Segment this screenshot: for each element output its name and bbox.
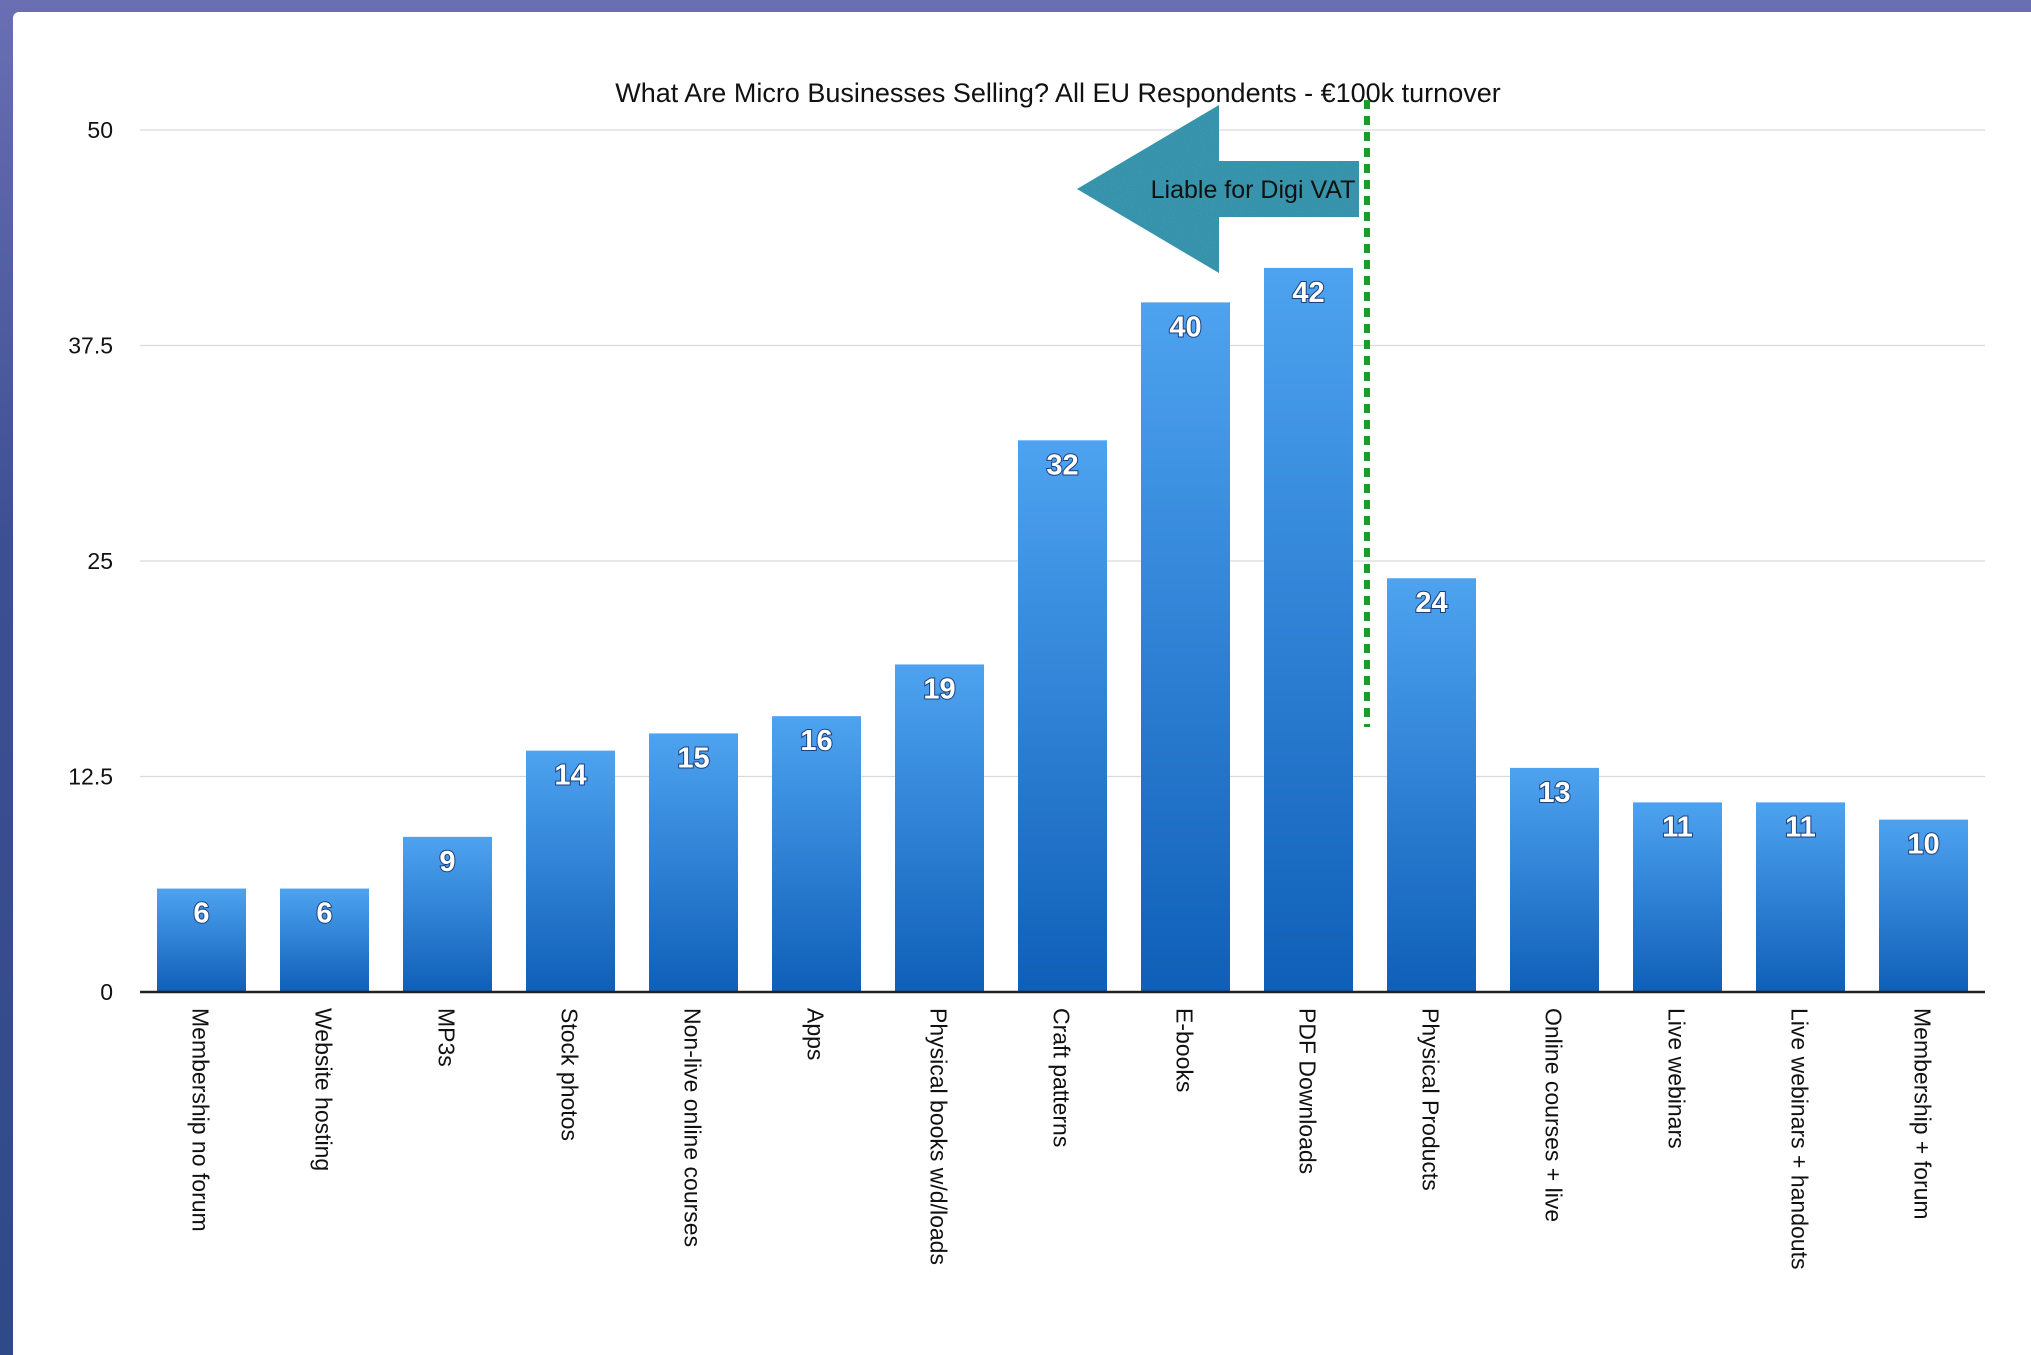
y-tick-label: 25 — [87, 548, 113, 574]
arrow-annotation-label: Liable for Digi VAT — [1151, 176, 1356, 204]
bar — [649, 733, 738, 992]
bar-chart: What Are Micro Businesses Selling? All E… — [68, 78, 1985, 1269]
bar — [1510, 767, 1599, 992]
bar-value-label: 40 — [1169, 311, 1201, 343]
bar-value-label: 9 — [439, 846, 455, 878]
bar-value-label: 24 — [1415, 587, 1447, 619]
x-tick-label: Stock photos — [557, 1008, 583, 1141]
liable-arrow: Liable for Digi VAT — [1077, 105, 1359, 273]
bar-value-label: 15 — [677, 742, 709, 774]
bar-value-label: 6 — [316, 898, 332, 930]
bar-value-label: 19 — [923, 673, 955, 705]
x-tick-label: Non-live online courses — [680, 1008, 706, 1247]
x-tick-label: Apps — [803, 1008, 829, 1060]
y-tick-label: 50 — [87, 117, 113, 143]
y-axis-ticks: 0 12.5 25 37.5 50 — [68, 117, 113, 1005]
bar-value-label: 6 — [193, 898, 209, 930]
bar — [526, 750, 615, 992]
bar — [772, 716, 861, 992]
bar — [1633, 802, 1722, 992]
x-axis-ticks: Membership no forum Website hosting MP3s St… — [188, 1008, 1936, 1269]
chart-canvas: What Are Micro Businesses Selling? All E… — [13, 12, 2031, 1355]
x-tick-label: E-books — [1172, 1008, 1198, 1092]
x-tick-label: Live webinars + handouts — [1787, 1008, 1813, 1269]
bar-value-label: 32 — [1046, 449, 1078, 481]
bar — [157, 888, 246, 992]
bar-value-label: 11 — [1785, 811, 1816, 843]
y-tick-label: 37.5 — [68, 333, 113, 359]
y-tick-label: 12.5 — [68, 764, 113, 790]
x-tick-label: Membership + forum — [1910, 1008, 1936, 1220]
bar-value-label: 14 — [554, 760, 586, 792]
x-tick-label: Live webinars — [1664, 1008, 1690, 1149]
y-tick-label: 0 — [100, 979, 113, 1005]
bar-value-label: 11 — [1662, 811, 1693, 843]
x-tick-label: Website hosting — [311, 1008, 337, 1171]
bar-value-label: 16 — [800, 725, 832, 757]
bar-value-label: 13 — [1538, 777, 1570, 809]
bar — [1756, 802, 1845, 992]
x-tick-label: Physical books w/d/loads — [926, 1008, 952, 1265]
x-tick-label: PDF Downloads — [1295, 1008, 1321, 1174]
bar-data-labels: 6 6 9 14 15 16 19 32 40 42 24 13 11 11 10 — [192, 276, 1940, 931]
x-tick-label: Online courses + live — [1541, 1008, 1567, 1222]
bar — [1879, 819, 1968, 992]
x-tick-label: MP3s — [434, 1008, 460, 1067]
bar — [1018, 440, 1107, 992]
bar — [1141, 302, 1230, 992]
chart-title: What Are Micro Businesses Selling? All E… — [615, 78, 1500, 108]
bar — [1387, 578, 1476, 992]
x-tick-label: Craft patterns — [1049, 1008, 1075, 1147]
bar-value-label: 10 — [1907, 829, 1939, 861]
bar-value-label: 42 — [1292, 277, 1324, 309]
bar — [895, 664, 984, 992]
bar — [1264, 267, 1353, 992]
bars — [157, 267, 1968, 992]
x-tick-label: Physical Products — [1418, 1008, 1444, 1191]
arrow-left-icon — [1077, 105, 1359, 273]
x-tick-label: Membership no forum — [188, 1008, 214, 1232]
bar — [403, 836, 492, 992]
bar — [280, 888, 369, 992]
